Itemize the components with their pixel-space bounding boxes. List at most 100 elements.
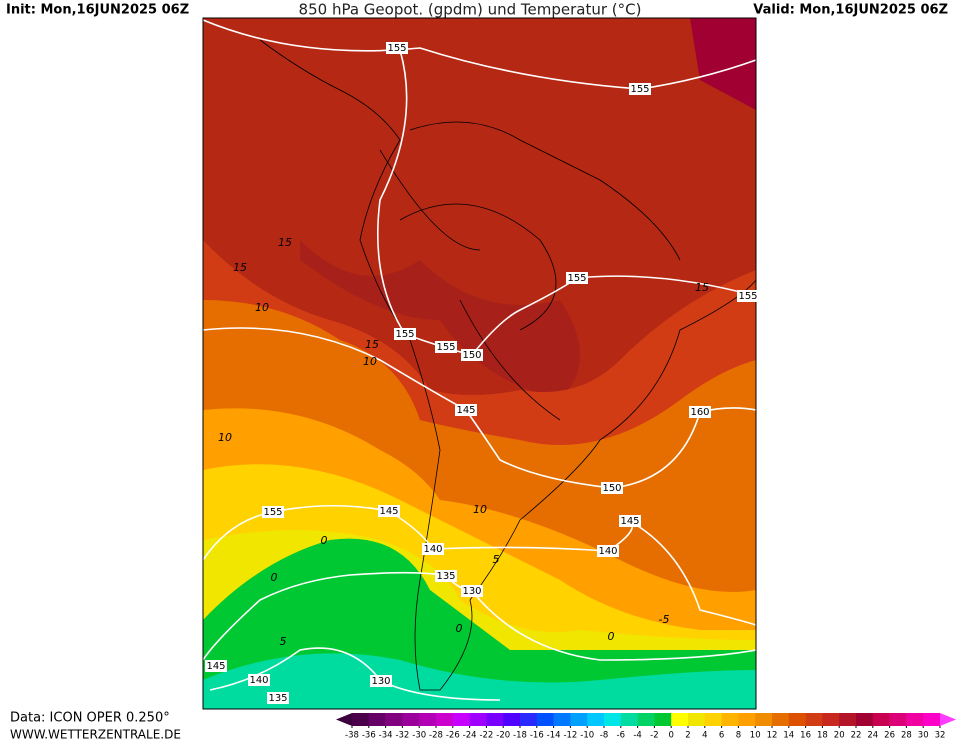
colorbar-bin xyxy=(822,713,840,726)
geopotential-label: 130 xyxy=(371,676,390,687)
colorbar-bin xyxy=(469,713,487,726)
website: WWW.WETTERZENTRALE.DE xyxy=(10,728,181,742)
colorbar-label: 14 xyxy=(783,731,794,741)
colorbar-label: -14 xyxy=(547,731,561,741)
colorbar-bin xyxy=(755,713,773,726)
colorbar-bin xyxy=(906,713,924,726)
temperature-label: 15 xyxy=(278,236,292,249)
map-frame xyxy=(202,17,757,710)
colorbar-label: -38 xyxy=(345,731,359,741)
temperature-label: 10 xyxy=(473,503,487,516)
geopotential-label: 155 xyxy=(436,342,455,353)
colorbar: -38 -36 -34 -32 -30 -28 -26 -24 -22 -20 -18 -16 -14-… xyxy=(336,713,956,741)
map xyxy=(203,18,756,709)
colorbar-bin xyxy=(839,713,857,726)
colorbar-label: -8 xyxy=(600,731,608,741)
colorbar-label: 32 xyxy=(935,731,946,741)
colorbar-label: -16 xyxy=(530,731,544,741)
colorbar-high xyxy=(940,713,956,726)
temperature-label: 5 xyxy=(493,553,500,566)
colorbar-label: 12 xyxy=(767,731,778,741)
colorbar-bin xyxy=(788,713,806,726)
colorbar-bin xyxy=(368,713,386,726)
coastlines xyxy=(259,39,756,691)
colorbar-label: 28 xyxy=(901,731,912,741)
colorbar-label: -4 xyxy=(633,731,641,741)
temperature-label: -5 xyxy=(659,613,670,626)
geopotential-label: 155 xyxy=(387,43,406,54)
colorbar-bin xyxy=(654,713,672,726)
colorbar-label: 18 xyxy=(817,731,828,741)
colorbar-label: -26 xyxy=(446,731,460,741)
colorbar-label: -24 xyxy=(463,731,477,741)
colorbar-label: -18 xyxy=(513,731,527,741)
contour-label-bg xyxy=(248,674,270,686)
temperature-label: 0 xyxy=(608,630,615,643)
colorbar-label: 24 xyxy=(867,731,878,741)
geopotential-label: 145 xyxy=(456,405,475,416)
colorbar-label: 20 xyxy=(834,731,845,741)
geopotential-label: 140 xyxy=(423,544,442,555)
temperature-label: 10 xyxy=(363,355,377,368)
init-time: Init: Mon,16JUN2025 06Z xyxy=(6,3,189,18)
colorbar-label: 16 xyxy=(800,731,811,741)
contour-label-bg xyxy=(262,506,284,518)
colorbar-bin xyxy=(637,713,655,726)
colorbar-label: 2 xyxy=(685,731,690,741)
colorbar-label: -10 xyxy=(580,731,594,741)
temperature-label: 5 xyxy=(280,635,287,648)
colorbar-bin xyxy=(419,713,437,726)
colorbar-bin xyxy=(923,713,941,726)
colorbar-bin xyxy=(452,713,470,726)
contour-label-bg xyxy=(267,692,289,704)
colorbar-bin xyxy=(856,713,874,726)
temperature-label: 10 xyxy=(255,301,269,314)
contour-label-bg xyxy=(435,341,457,353)
contour-label-bg xyxy=(378,505,400,517)
geopotential-label: 145 xyxy=(620,516,639,527)
contour-label-bg xyxy=(597,545,619,557)
colorbar-bin xyxy=(385,713,403,726)
geopotential-label: 145 xyxy=(379,506,398,517)
geopotential-label: 155 xyxy=(630,84,649,95)
colorbar-bin xyxy=(503,713,521,726)
colorbar-label: -12 xyxy=(563,731,577,741)
colorbar-bin xyxy=(570,713,588,726)
colorbar-bin xyxy=(436,713,454,726)
colorbar-bin xyxy=(587,713,605,726)
colorbar-label: -32 xyxy=(395,731,409,741)
colorbar-bin xyxy=(486,713,504,726)
temperature-label: 0 xyxy=(456,622,463,635)
temp-area xyxy=(203,653,756,709)
colorbar-label: 4 xyxy=(702,731,707,741)
valid-time: Valid: Mon,16JUN2025 06Z xyxy=(753,3,948,18)
geopotential-label: 160 xyxy=(690,407,709,418)
colorbar-bin xyxy=(688,713,706,726)
colorbar-label: 8 xyxy=(736,731,741,741)
colorbar-bin xyxy=(352,713,370,726)
contour-label-bg xyxy=(386,42,408,54)
geopotential-label: 130 xyxy=(462,586,481,597)
colorbar-bin xyxy=(889,713,907,726)
colorbar-low xyxy=(336,713,352,726)
temperature-label: 15 xyxy=(365,338,379,351)
geopotential-label: 155 xyxy=(263,507,282,518)
contour-label-bg xyxy=(619,515,641,527)
colorbar-bin xyxy=(805,713,823,726)
colorbar-bin xyxy=(772,713,790,726)
geopotential-label: 135 xyxy=(268,693,287,704)
contour-label-bg xyxy=(461,585,483,597)
contour-label-bg xyxy=(629,83,651,95)
geopotential-label: 150 xyxy=(602,483,621,494)
temperature-label: 0 xyxy=(321,534,328,547)
colorbar-bin xyxy=(671,713,689,726)
colorbar-label: 0 xyxy=(668,731,673,741)
colorbar-label: -36 xyxy=(362,731,376,741)
contour-label-bg xyxy=(370,675,392,687)
contour-label-bg xyxy=(422,543,444,555)
geopotential-label: 135 xyxy=(436,571,455,582)
colorbar-label: -6 xyxy=(617,731,625,741)
title: 850 hPa Geopot. (gpdm) und Temperatur (°… xyxy=(299,1,642,19)
